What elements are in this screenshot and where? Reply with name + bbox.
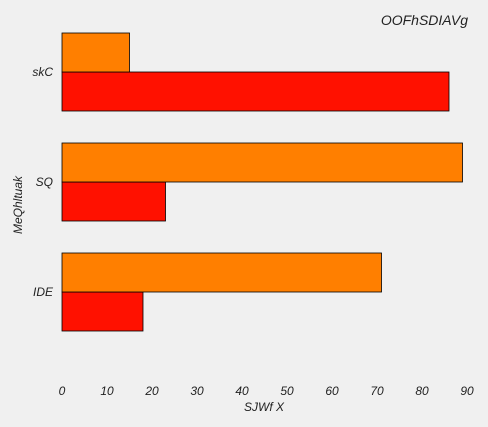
x-tick-labels: 0 10 20 30 40 50 60 70 80 90 xyxy=(59,384,474,398)
bar-SQ-series-0 xyxy=(61,181,166,222)
category-labels: IDE SQ skC xyxy=(32,65,54,299)
x-tick-label-70: 70 xyxy=(370,384,384,398)
x-tick-label-80: 80 xyxy=(415,384,429,398)
bar-IDE-series-1 xyxy=(61,252,382,293)
category-label-SQ: SQ xyxy=(36,175,53,189)
x-tick-label-40: 40 xyxy=(235,384,249,398)
category-label-skC: skC xyxy=(32,65,53,79)
bar-IDE-series-0 xyxy=(61,291,144,332)
y-axis-title: MeQhltuak xyxy=(11,175,25,234)
x-tick-label-10: 10 xyxy=(100,384,114,398)
x-tick-label-0: 0 xyxy=(59,384,66,398)
bars-group xyxy=(61,32,463,332)
category-label-IDE: IDE xyxy=(33,285,54,299)
x-tick-label-20: 20 xyxy=(144,384,159,398)
x-tick-label-60: 60 xyxy=(325,384,339,398)
x-axis-title: SJWf X xyxy=(244,400,285,414)
bar-skC-series-1 xyxy=(61,32,130,73)
bar-SQ-series-1 xyxy=(61,142,463,183)
x-tick-label-50: 50 xyxy=(280,384,294,398)
x-tick-label-30: 30 xyxy=(190,384,204,398)
x-tick-label-90: 90 xyxy=(460,384,474,398)
chart-title: OOFhSDIAVg xyxy=(381,12,468,28)
bar-skC-series-0 xyxy=(61,71,450,112)
